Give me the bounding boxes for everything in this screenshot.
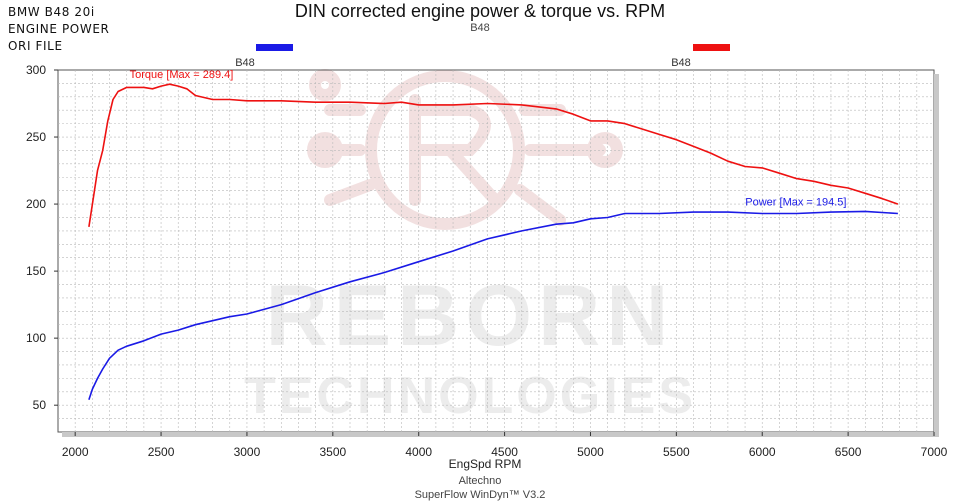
corner-label-line-1: BMW B48 20i bbox=[8, 5, 95, 19]
annotations: Torque [Max = 289.4] Power [Max = 194.5] bbox=[130, 69, 847, 208]
series-group bbox=[88, 83, 899, 401]
x-tick-label: 6000 bbox=[749, 445, 776, 459]
x-tick-label: 2000 bbox=[62, 445, 89, 459]
corner-label-line-3: ORI FILE bbox=[8, 39, 63, 53]
corner-label-line-2: ENGINE POWER bbox=[8, 22, 110, 36]
x-tick-label: 3000 bbox=[234, 445, 261, 459]
x-tick-label: 2500 bbox=[148, 445, 175, 459]
x-tick-label: 5000 bbox=[577, 445, 604, 459]
legend: B48 B48 bbox=[235, 44, 730, 69]
y-tick-label: 200 bbox=[26, 197, 46, 211]
x-tick-label: 4000 bbox=[405, 445, 432, 459]
chart-title: DIN corrected engine power & torque vs. … bbox=[294, 1, 666, 21]
legend-swatch-1 bbox=[256, 44, 293, 51]
chart-subtitle: B48 bbox=[470, 22, 490, 34]
annotation-torque: Torque [Max = 289.4] bbox=[130, 69, 234, 81]
footer-line-1: Altechno bbox=[458, 475, 502, 487]
legend-label-2: B48 bbox=[671, 57, 691, 69]
legend-label-1: B48 bbox=[235, 57, 255, 69]
watermark-logo-icon bbox=[307, 69, 623, 230]
y-tick-label: 100 bbox=[26, 331, 46, 345]
x-tick-label: 3500 bbox=[319, 445, 346, 459]
legend-swatch-2 bbox=[693, 44, 730, 51]
y-tick-label: 50 bbox=[33, 398, 47, 412]
x-tick-label: 4500 bbox=[491, 445, 518, 459]
y-tick-label: 150 bbox=[26, 264, 46, 278]
series-line-torque bbox=[88, 83, 899, 228]
x-tick-label: 6500 bbox=[835, 445, 862, 459]
y-tick-label: 300 bbox=[26, 63, 46, 77]
annotation-power: Power [Max = 194.5] bbox=[745, 196, 846, 208]
plot-frame-shadow-right bbox=[934, 74, 939, 436]
x-axis-label: EngSpd RPM bbox=[449, 457, 522, 471]
series-line-power bbox=[88, 210, 898, 401]
footer-line-2: SuperFlow WinDyn™ V3.2 bbox=[414, 489, 546, 501]
plot-frame-shadow-bottom bbox=[62, 432, 939, 437]
x-tick-label: 7000 bbox=[921, 445, 948, 459]
x-tick-label: 5500 bbox=[663, 445, 690, 459]
y-tick-label: 250 bbox=[26, 130, 46, 144]
x-axis: 2000 2500 3000 3500 4000 4500 5000 5500 6000 6500… bbox=[62, 432, 948, 459]
grid bbox=[58, 70, 934, 432]
watermark-text-2: TECHNOLOGIES bbox=[244, 367, 696, 425]
y-axis: 50 100 150 200 250 300 bbox=[26, 63, 58, 412]
